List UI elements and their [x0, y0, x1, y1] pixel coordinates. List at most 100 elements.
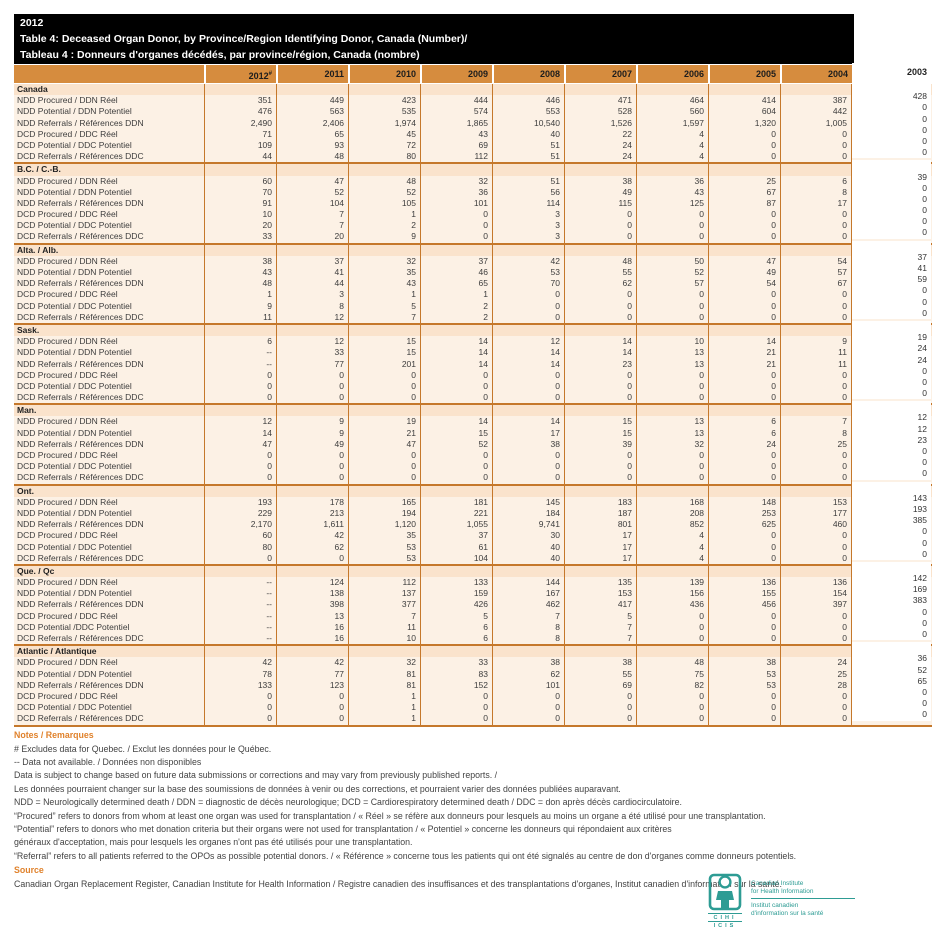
table-cell: 33	[276, 347, 348, 359]
table-cell: 155	[708, 588, 780, 600]
table-row: NDD Procured / DDN Réel 12 9 19 14 14 15 13 6 7 12	[14, 412, 932, 428]
table-cell: 33	[420, 657, 492, 669]
table-cell: 0	[780, 690, 852, 703]
table-cell: 112	[348, 577, 420, 589]
table-cell: 0	[708, 209, 780, 221]
region-block: Sask. NDD Procured / DDN Réel 6 12 15 14 12 14 1…	[14, 320, 932, 406]
table-cell: 0	[780, 151, 852, 163]
table-cell: 49	[564, 186, 636, 198]
table-title-en: Table 4: Deceased Organ Donor, by Provin…	[20, 33, 468, 45]
metric-label: NDD Potential / DDN Potentiel	[17, 588, 132, 599]
cihi-name-fr-line2: d'information sur la santé	[751, 909, 824, 917]
table-cell: 65	[276, 128, 348, 140]
table-cell: 0	[492, 461, 564, 473]
table-cell: 1,320	[708, 117, 780, 129]
table-cell: 37	[276, 255, 348, 267]
table-cell: 229	[204, 507, 276, 520]
table-cell: 563	[276, 106, 348, 118]
table-cell: 14	[492, 347, 564, 359]
table-cell: 560	[636, 106, 708, 118]
table-cell: 48	[636, 657, 708, 669]
table-cell: 153	[564, 588, 636, 600]
table-cell: 148	[708, 496, 780, 508]
table-cell: 62	[276, 541, 348, 553]
table-cell: 82	[636, 679, 708, 691]
table-cell: 24	[780, 657, 852, 669]
table-cell: 14	[420, 358, 492, 370]
table-cell: 43	[348, 278, 420, 290]
metric-label: DCD Referrals / Références DDC	[17, 472, 144, 483]
table-row: NDD Referrals / Références DDN -- 398 377 42…	[14, 595, 932, 611]
table-cell: 0	[636, 289, 708, 301]
table-cell: 14	[492, 358, 564, 370]
table-cell: 0	[636, 209, 708, 221]
year-column-header: 2012#	[204, 65, 276, 83]
table-cell	[348, 244, 420, 256]
table-cell: 19	[348, 416, 420, 428]
table-cell: 456	[708, 599, 780, 611]
cihi-acronyms: CIHI ICIS	[708, 913, 742, 929]
table-cell: 109	[204, 139, 276, 152]
table-cell: 17	[564, 530, 636, 542]
table-cell: 194	[348, 507, 420, 520]
table-cell: 0	[276, 392, 348, 404]
metric-label: DCD Procured / DDC Réel	[17, 690, 118, 701]
table-cell: 0	[636, 633, 708, 645]
table-cell: 436	[636, 599, 708, 611]
table-cell: 1	[348, 690, 420, 703]
table-cell: 0	[420, 209, 492, 221]
table-cell	[636, 244, 708, 256]
table-cell: 33	[204, 231, 276, 243]
table-cell: 35	[348, 530, 420, 542]
table-cell: 0	[708, 702, 780, 714]
table-cell	[636, 646, 708, 658]
table-cell	[636, 565, 708, 578]
table-cell: 38	[564, 657, 636, 669]
table-cell: 0	[636, 220, 708, 232]
table-cell: 51	[492, 151, 564, 163]
metric-label: NDD Potential / DDN Potentiel	[17, 507, 132, 518]
table-cell: 801	[564, 519, 636, 531]
table-cell: 8	[492, 621, 564, 633]
table-cell: 398	[276, 599, 348, 611]
table-cell: --	[204, 588, 276, 600]
table-cell: 178	[276, 496, 348, 508]
table-cell: 14	[564, 347, 636, 359]
table-cell: 0	[780, 128, 852, 140]
table-cell: 177	[780, 507, 852, 520]
table-cell: 13	[636, 358, 708, 370]
table-cell: 9	[276, 416, 348, 428]
table-cell: 0	[708, 151, 780, 163]
table-cell: 7	[276, 209, 348, 221]
table-cell: 47	[276, 175, 348, 187]
table-cell: 0	[348, 369, 420, 381]
table-cell: 0	[420, 392, 492, 404]
table-cell: 0	[564, 289, 636, 301]
table-cell: 0	[780, 472, 852, 484]
table-cell: 115	[564, 197, 636, 210]
table-cell: 0	[276, 369, 348, 381]
table-cell: 0	[492, 713, 564, 725]
region-header-row: Atlantic / Atlantique	[14, 642, 932, 658]
table-cell: 4	[636, 139, 708, 152]
region-header-row: Alta. / Alb.	[14, 240, 932, 256]
table-cell: 67	[708, 186, 780, 198]
table-cell: 17	[780, 197, 852, 210]
table-cell: 0	[780, 380, 852, 393]
table-cell	[276, 565, 348, 578]
logo-divider	[751, 898, 855, 899]
table-cell: 1	[348, 289, 420, 301]
table-cell: 135	[564, 577, 636, 589]
table-cell: 72	[348, 139, 420, 152]
table-cell: 139	[636, 577, 708, 589]
metric-label: DCD Procured / DDC Réel	[17, 450, 118, 460]
notes-lines: # Excludes data for Quebec. / Exclut les…	[14, 743, 914, 864]
report-year: 2012	[20, 17, 44, 29]
table-row: DCD Potential / DDC Potentiel 9 8 5 2 0 0 0 0 0 0	[14, 296, 932, 312]
table-cell: --	[204, 358, 276, 370]
table-cell: 60	[204, 175, 276, 187]
table-cell: 17	[564, 541, 636, 553]
region-block: Alta. / Alb. NDD Procured / DDN Réel 38 37 3…	[14, 240, 932, 325]
table-cell: 48	[276, 151, 348, 163]
